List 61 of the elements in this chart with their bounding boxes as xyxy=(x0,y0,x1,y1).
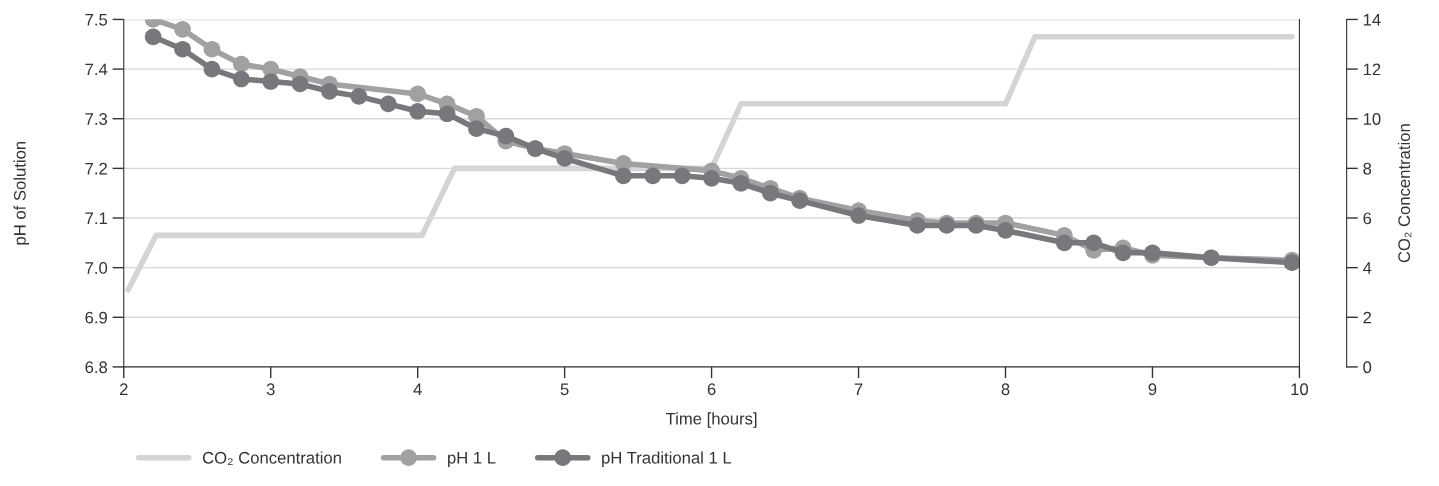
point xyxy=(203,60,221,78)
legend-label: pH Traditional 1 L xyxy=(602,451,732,467)
y-axis-title: pH of Solution xyxy=(13,141,30,245)
y2-tick-label: 12 xyxy=(1363,63,1381,76)
y-tick-label: 7.5 xyxy=(85,14,108,26)
point xyxy=(850,207,867,224)
y-tick-label: 6.9 xyxy=(85,311,107,324)
x-tick-label: 6 xyxy=(707,383,716,396)
y-tick-label: 7.3 xyxy=(85,113,108,125)
x-tick-label: 5 xyxy=(560,383,569,396)
y-tick-label: 7.4 xyxy=(85,63,108,76)
point xyxy=(232,70,250,88)
point xyxy=(203,40,221,58)
point xyxy=(174,40,191,58)
point xyxy=(174,21,191,38)
y-tick-label: 7.1 xyxy=(85,212,107,225)
point xyxy=(262,73,280,90)
point xyxy=(379,95,397,113)
point xyxy=(144,28,162,46)
x-tick-label: 2 xyxy=(119,383,128,395)
y2-tick-label: 4 xyxy=(1362,262,1372,274)
y-tick-label: 7.0 xyxy=(85,262,108,274)
point xyxy=(497,127,515,145)
point xyxy=(703,169,720,187)
point xyxy=(321,83,338,100)
x-tick-label: 4 xyxy=(413,383,422,395)
y2-tick-label: 6 xyxy=(1363,212,1372,225)
y2-tick-label: 8 xyxy=(1363,162,1372,175)
y2-tick-label: 14 xyxy=(1363,14,1381,26)
y2-tick-label: 0 xyxy=(1363,361,1372,374)
point xyxy=(644,167,662,185)
point xyxy=(409,102,426,120)
y-tick-label: 6.8 xyxy=(85,361,108,374)
point xyxy=(438,105,456,123)
point xyxy=(1114,244,1132,262)
point xyxy=(350,88,368,105)
point xyxy=(997,222,1014,239)
point xyxy=(556,150,573,167)
point xyxy=(615,167,632,185)
y2-axis-title: CO₂ Concentration xyxy=(1397,124,1412,263)
point xyxy=(673,167,691,185)
x-axis-title: Time [hours] xyxy=(665,412,757,428)
x-tick-label: 7 xyxy=(854,383,863,395)
point xyxy=(1085,234,1103,252)
point xyxy=(908,217,926,234)
y-tick-label: 7.2 xyxy=(85,162,107,175)
point xyxy=(762,184,779,202)
point xyxy=(732,174,750,192)
x-tick-label: 8 xyxy=(1001,383,1010,396)
y2-tick-label: 10 xyxy=(1363,113,1381,125)
point xyxy=(232,55,250,73)
legend-label: pH 1 L xyxy=(448,452,496,467)
x-tick-label: 3 xyxy=(266,383,275,396)
point xyxy=(409,85,426,103)
point xyxy=(468,120,485,137)
point xyxy=(1055,234,1073,252)
legend-label: CO₂ Concentration xyxy=(202,451,341,465)
y2-tick-label: 2 xyxy=(1363,311,1372,324)
point xyxy=(291,75,309,93)
x-tick-label: 10 xyxy=(1291,383,1309,396)
x-tick-label: 9 xyxy=(1148,383,1157,396)
